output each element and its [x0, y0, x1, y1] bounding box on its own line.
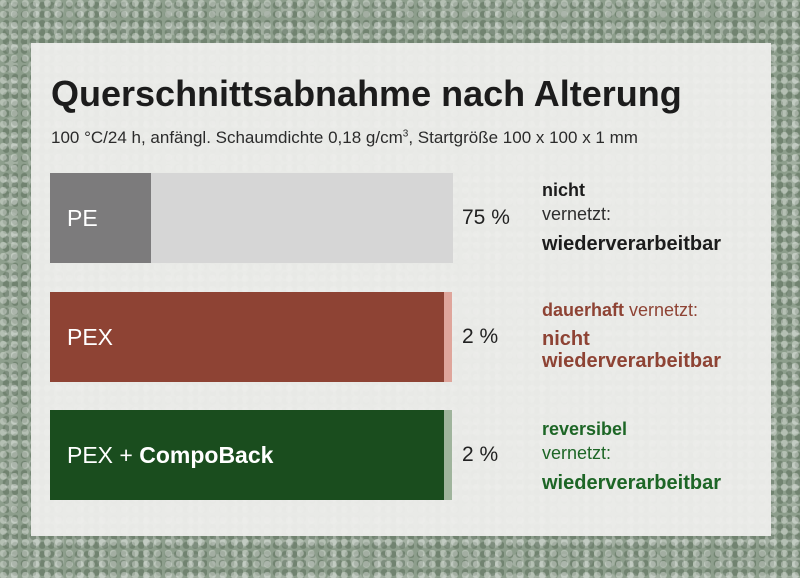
bar-label-pe: PE	[67, 173, 98, 263]
bar-track: PE	[50, 173, 453, 263]
desc-line3: nicht wiederverarbeitbar	[542, 328, 721, 372]
chart-panel: Querschnittsabnahme nach Alterung 100 °C…	[31, 43, 771, 536]
desc-strong: reversibel	[542, 419, 628, 439]
desc-strong: nicht	[542, 180, 585, 200]
bar-track: PEX	[50, 292, 452, 382]
chart-title: Querschnittsabnahme nach Alterung	[51, 73, 682, 114]
subtitle-text: 100 °C/24 h, anfängl. Schaumdichte 0,18 …	[51, 128, 403, 147]
bar-remain-pex-compoback	[444, 410, 452, 500]
bar-label-pex-compoback: PEX + CompoBack	[67, 410, 273, 500]
desc-rest: vernetzt:	[624, 300, 699, 320]
bar-label-bold: CompoBack	[139, 442, 274, 468]
desc-line1: nicht	[542, 178, 772, 202]
bar-label-plain: PEX	[67, 324, 114, 350]
bar-fill-pe	[50, 173, 151, 263]
desc-pex-compoback: reversibel vernetzt: wiederverarbeitbar	[542, 417, 772, 495]
data-label-pe: 75 %	[462, 206, 510, 229]
bar-remain-pe	[151, 173, 453, 263]
bar-label-pex: PEX	[67, 292, 113, 382]
desc-strong: dauerhaft	[542, 300, 625, 320]
subtitle-superscript: 3	[402, 128, 409, 140]
subtitle-text-end: , Startgröße 100 x 100 x 1 mm	[408, 128, 638, 147]
chart-subtitle: 100 °C/24 h, anfängl. Schaumdichte 0,18 …	[51, 128, 638, 148]
desc-line2: vernetzt:	[542, 204, 612, 224]
bar-track: PEX + CompoBack	[50, 410, 452, 500]
bar-row-pex-compoback: PEX + CompoBack 2 % reversibel vernetzt:…	[50, 410, 770, 500]
desc-line3: wiederverarbeitbar	[542, 233, 721, 255]
bar-fill-pex	[50, 292, 444, 382]
data-label-pex-compoback: 2 %	[462, 443, 499, 466]
desc-line2: vernetzt:	[542, 443, 612, 463]
desc-line1: reversibel	[542, 417, 772, 441]
bar-fill-pex-compoback	[50, 410, 444, 500]
bar-row-pex: PEX 2 % dauerhaft vernetzt: nicht wieder…	[50, 292, 770, 382]
bar-row-pe: PE 75 % nicht vernetzt: wiederverarbeitb…	[50, 173, 770, 263]
bar-label-plain: PEX +	[67, 442, 140, 468]
desc-line1: dauerhaft vernetzt:	[542, 298, 772, 322]
desc-pe: nicht vernetzt: wiederverarbeitbar	[542, 178, 772, 256]
desc-line3: wiederverarbeitbar	[542, 472, 721, 494]
desc-pex: dauerhaft vernetzt: nicht wiederverarbei…	[542, 298, 772, 372]
bar-label-plain: PE	[67, 205, 98, 231]
bar-remain-pex	[444, 292, 452, 382]
data-label-pex: 2 %	[462, 325, 499, 348]
